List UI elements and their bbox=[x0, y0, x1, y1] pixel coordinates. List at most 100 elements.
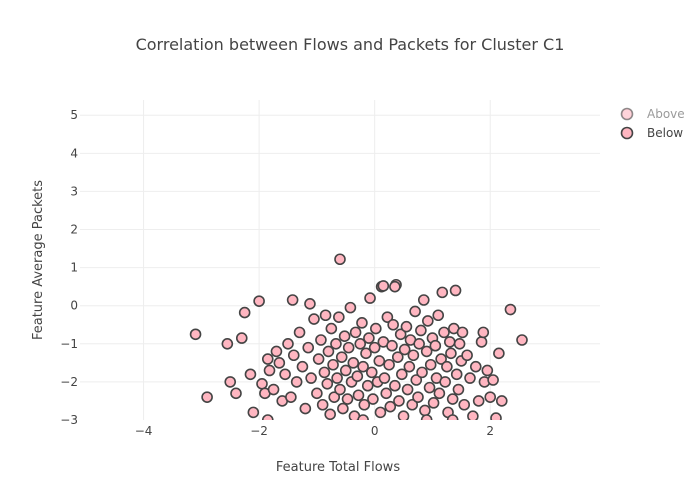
data-point bbox=[352, 389, 365, 402]
data-point bbox=[400, 320, 413, 333]
y-tick-label: 1 bbox=[70, 261, 78, 275]
data-point bbox=[319, 309, 332, 322]
x-axis-title: Feature Total Flows bbox=[276, 460, 400, 475]
data-point bbox=[481, 364, 494, 377]
data-point bbox=[377, 280, 390, 292]
legend-item-below[interactable]: Below bbox=[620, 126, 684, 140]
y-tick-label: 0 bbox=[70, 299, 78, 313]
data-point bbox=[420, 345, 433, 358]
data-point bbox=[484, 391, 497, 403]
data-point bbox=[296, 360, 309, 373]
data-point bbox=[370, 322, 382, 335]
data-point bbox=[293, 326, 306, 339]
data-point bbox=[286, 294, 299, 306]
y-tick-label: −3 bbox=[60, 413, 78, 427]
data-point bbox=[318, 366, 331, 379]
data-point bbox=[327, 358, 339, 371]
data-point bbox=[334, 253, 346, 266]
data-point bbox=[386, 339, 398, 352]
data-point bbox=[443, 336, 456, 348]
data-point bbox=[397, 410, 410, 420]
data-point bbox=[458, 398, 471, 411]
data-point bbox=[373, 355, 386, 367]
data-point bbox=[378, 372, 391, 384]
data-point bbox=[445, 347, 457, 360]
data-point bbox=[339, 364, 352, 377]
data-point bbox=[383, 358, 395, 371]
data-point bbox=[446, 393, 459, 405]
data-point bbox=[419, 404, 431, 417]
data-point bbox=[394, 328, 407, 341]
data-point bbox=[330, 338, 342, 350]
y-axis-title: Feature Average Packets bbox=[31, 180, 46, 340]
data-point bbox=[407, 349, 420, 362]
data-point bbox=[374, 406, 387, 419]
legend[interactable]: Above Below bbox=[620, 107, 685, 140]
data-point bbox=[354, 338, 367, 350]
data-point bbox=[342, 341, 355, 354]
data-point bbox=[401, 383, 414, 396]
data-point bbox=[335, 351, 348, 363]
data-point bbox=[338, 330, 351, 342]
data-point bbox=[261, 353, 274, 365]
data-point bbox=[356, 317, 368, 329]
data-point bbox=[305, 372, 317, 384]
data-point bbox=[261, 414, 274, 420]
data-point bbox=[247, 406, 260, 419]
legend-marker bbox=[620, 107, 634, 121]
data-point bbox=[282, 338, 294, 350]
data-point bbox=[436, 286, 449, 299]
data-point bbox=[453, 338, 466, 350]
data-point bbox=[417, 294, 430, 306]
data-point bbox=[438, 326, 450, 339]
data-point bbox=[389, 379, 401, 392]
data-point bbox=[263, 364, 276, 377]
data-point bbox=[387, 318, 399, 331]
data-point bbox=[304, 298, 316, 310]
data-point bbox=[221, 338, 234, 350]
data-point bbox=[384, 400, 397, 413]
x-tick-label: −2 bbox=[250, 424, 268, 438]
data-point bbox=[367, 393, 379, 405]
data-point bbox=[464, 372, 476, 384]
x-tick-label: −4 bbox=[135, 424, 153, 438]
data-point bbox=[244, 368, 257, 381]
x-tick-label: 2 bbox=[486, 424, 494, 438]
data-point bbox=[461, 349, 473, 362]
data-point bbox=[403, 360, 416, 373]
data-point bbox=[334, 383, 346, 396]
data-point bbox=[427, 397, 440, 409]
legend-marker bbox=[620, 126, 634, 140]
data-point bbox=[224, 376, 237, 388]
y-tick-label: 4 bbox=[70, 146, 78, 160]
data-point bbox=[364, 292, 376, 304]
data-point bbox=[368, 341, 381, 354]
data-point bbox=[279, 368, 291, 381]
data-point bbox=[312, 353, 325, 365]
data-point bbox=[504, 303, 517, 316]
data-point bbox=[302, 341, 315, 354]
data-point bbox=[316, 398, 329, 411]
data-point bbox=[308, 313, 320, 325]
data-point bbox=[381, 311, 394, 323]
data-point bbox=[349, 326, 362, 339]
y-tick-label: −2 bbox=[60, 375, 78, 389]
x-axis-ticks: −4 −2 0 2 bbox=[135, 424, 494, 438]
data-point bbox=[360, 347, 372, 360]
data-point bbox=[324, 408, 336, 420]
data-point bbox=[469, 360, 482, 373]
data-point bbox=[413, 338, 425, 350]
data-point bbox=[333, 311, 345, 323]
data-point bbox=[490, 412, 502, 420]
data-point bbox=[267, 383, 280, 396]
data-point bbox=[189, 328, 202, 341]
data-point bbox=[456, 326, 469, 339]
data-point bbox=[424, 358, 437, 371]
data-point bbox=[325, 322, 338, 335]
y-tick-label: 3 bbox=[70, 184, 78, 198]
data-point bbox=[256, 378, 268, 390]
data-point bbox=[472, 395, 485, 407]
data-point bbox=[344, 301, 357, 314]
legend-item-above[interactable]: Above bbox=[620, 107, 685, 121]
